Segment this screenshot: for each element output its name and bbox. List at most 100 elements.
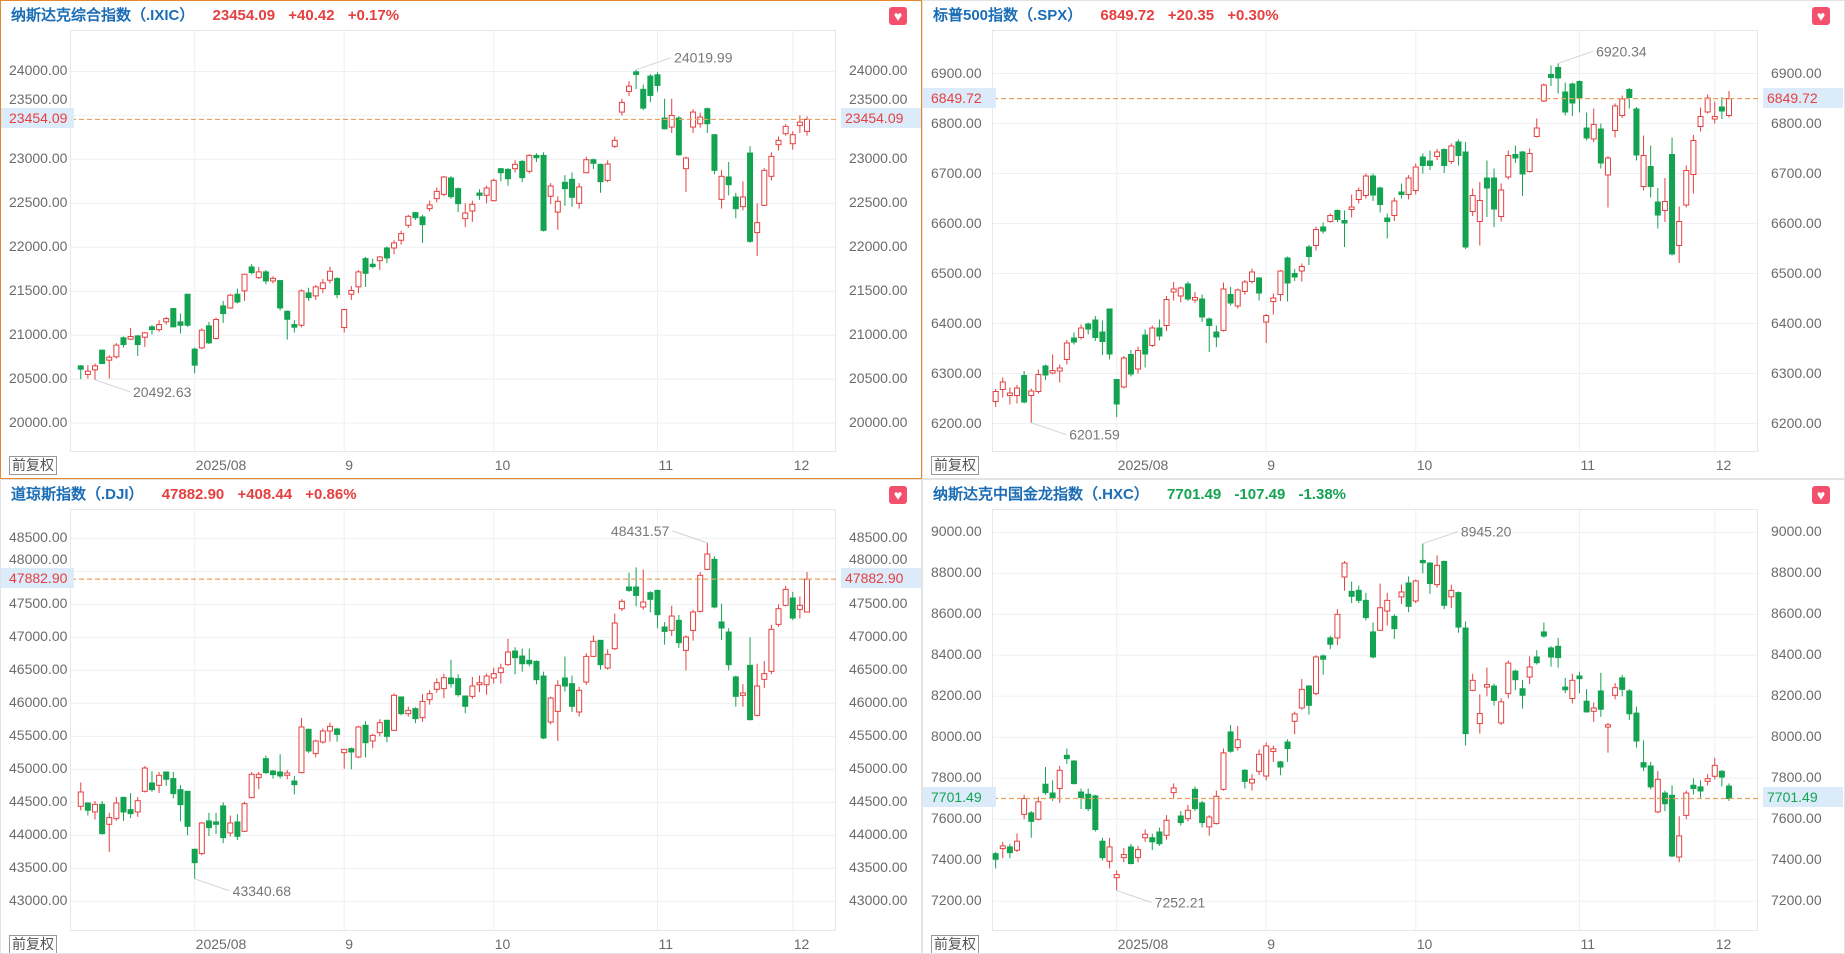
candle-up[interactable] xyxy=(1690,140,1697,175)
candle-up[interactable] xyxy=(255,773,262,779)
candle-down[interactable] xyxy=(234,821,241,837)
candle-down[interactable] xyxy=(1006,846,1013,854)
candle-down[interactable] xyxy=(1305,246,1312,257)
candle-down[interactable] xyxy=(747,152,754,242)
candle-up[interactable] xyxy=(1006,392,1013,396)
candle-up[interactable] xyxy=(1619,98,1626,116)
candle-up[interactable] xyxy=(241,803,248,832)
candle-down[interactable] xyxy=(1156,831,1163,845)
candle-up[interactable] xyxy=(77,791,84,807)
candle-up[interactable] xyxy=(1028,390,1035,396)
candle-up[interactable] xyxy=(1498,701,1505,724)
candle-up[interactable] xyxy=(1711,764,1718,777)
candle-up[interactable] xyxy=(782,588,789,606)
candle-down[interactable] xyxy=(718,621,725,629)
candle-down[interactable] xyxy=(1640,762,1647,768)
candle-down[interactable] xyxy=(1462,151,1469,248)
candle-down[interactable] xyxy=(747,664,754,721)
candle-up[interactable] xyxy=(92,365,98,371)
candle-up[interactable] xyxy=(796,604,803,610)
candle-up[interactable] xyxy=(348,290,355,295)
candle-down[interactable] xyxy=(177,321,184,326)
candle-up[interactable] xyxy=(1014,840,1020,851)
candle-up[interactable] xyxy=(1362,175,1369,196)
candle-down[interactable] xyxy=(626,586,632,591)
candle-down[interactable] xyxy=(134,335,141,346)
heart-icon[interactable]: ♥ xyxy=(889,7,907,25)
candle-down[interactable] xyxy=(647,592,654,600)
candle-up[interactable] xyxy=(1078,327,1085,338)
candle-up[interactable] xyxy=(1177,287,1184,297)
candle-up[interactable] xyxy=(440,176,447,195)
candle-down[interactable] xyxy=(1348,590,1355,597)
candle-down[interactable] xyxy=(1227,294,1234,304)
candle-down[interactable] xyxy=(1227,731,1234,752)
candle-down[interactable] xyxy=(1291,273,1298,278)
candle-up[interactable] xyxy=(1021,798,1028,815)
candle-down[interactable] xyxy=(1327,637,1334,645)
candle-down[interactable] xyxy=(1078,791,1085,799)
candle-up[interactable] xyxy=(156,774,163,786)
candle-up[interactable] xyxy=(1014,387,1020,396)
candle-up[interactable] xyxy=(369,734,376,742)
candle-down[interactable] xyxy=(462,695,469,707)
candle-down[interactable] xyxy=(1726,785,1732,799)
candle-down[interactable] xyxy=(291,780,298,786)
candle-down[interactable] xyxy=(1092,319,1099,338)
price-adjust-button[interactable]: 前复权 xyxy=(931,935,979,953)
candle-down[interactable] xyxy=(1583,700,1590,713)
candle-up[interactable] xyxy=(1505,155,1512,178)
candle-down[interactable] xyxy=(170,308,177,328)
candle-up[interactable] xyxy=(1676,835,1683,858)
candle-down[interactable] xyxy=(992,853,999,860)
candle-down[interactable] xyxy=(205,820,212,829)
candle-up[interactable] xyxy=(433,190,440,200)
candle-down[interactable] xyxy=(1355,589,1362,601)
candle-down[interactable] xyxy=(412,708,419,720)
candle-up[interactable] xyxy=(611,622,618,650)
candle-down[interactable] xyxy=(1320,655,1327,660)
candle-up[interactable] xyxy=(1277,270,1284,295)
candle-up[interactable] xyxy=(1298,266,1305,272)
candle-down[interactable] xyxy=(334,278,341,296)
candle-down[interactable] xyxy=(1669,154,1676,255)
candle-up[interactable] xyxy=(1391,200,1398,216)
candle-up[interactable] xyxy=(476,682,483,686)
candle-down[interactable] xyxy=(1654,201,1661,216)
candle-up[interactable] xyxy=(618,101,625,113)
candle-down[interactable] xyxy=(512,650,519,659)
candle-down[interactable] xyxy=(526,659,533,665)
candle-up[interactable] xyxy=(583,655,590,683)
candle-up[interactable] xyxy=(1469,679,1476,691)
candle-down[interactable] xyxy=(1455,592,1462,628)
candle-up[interactable] xyxy=(440,677,447,690)
candle-up[interactable] xyxy=(405,215,412,226)
candle-down[interactable] xyxy=(1284,741,1291,750)
candle-up[interactable] xyxy=(1206,816,1213,828)
candlestick-chart[interactable]: 6920.34 6201.59 xyxy=(992,31,1759,453)
candle-up[interactable] xyxy=(1569,679,1576,700)
candle-down[interactable] xyxy=(533,660,540,681)
candle-down[interactable] xyxy=(1213,331,1220,338)
candle-up[interactable] xyxy=(1683,792,1690,816)
candle-down[interactable] xyxy=(1070,760,1077,785)
candle-down[interactable] xyxy=(1491,177,1498,210)
candle-up[interactable] xyxy=(1113,874,1120,879)
candle-up[interactable] xyxy=(1234,739,1241,749)
candle-up[interactable] xyxy=(1726,98,1732,116)
candle-up[interactable] xyxy=(1476,713,1483,725)
candle-up[interactable] xyxy=(198,822,205,855)
candle-down[interactable] xyxy=(1718,106,1725,112)
candle-up[interactable] xyxy=(355,726,362,758)
candle-down[interactable] xyxy=(519,655,526,665)
candle-down[interactable] xyxy=(1519,151,1526,175)
candle-up[interactable] xyxy=(298,290,305,326)
candle-down[interactable] xyxy=(1099,331,1106,342)
candle-down[interactable] xyxy=(448,177,454,198)
candle-up[interactable] xyxy=(163,318,170,323)
candle-up[interactable] xyxy=(1612,105,1619,131)
candle-down[interactable] xyxy=(1142,334,1149,355)
candle-up[interactable] xyxy=(768,155,775,177)
candle-down[interactable] xyxy=(77,365,84,370)
candle-up[interactable] xyxy=(1056,769,1063,790)
